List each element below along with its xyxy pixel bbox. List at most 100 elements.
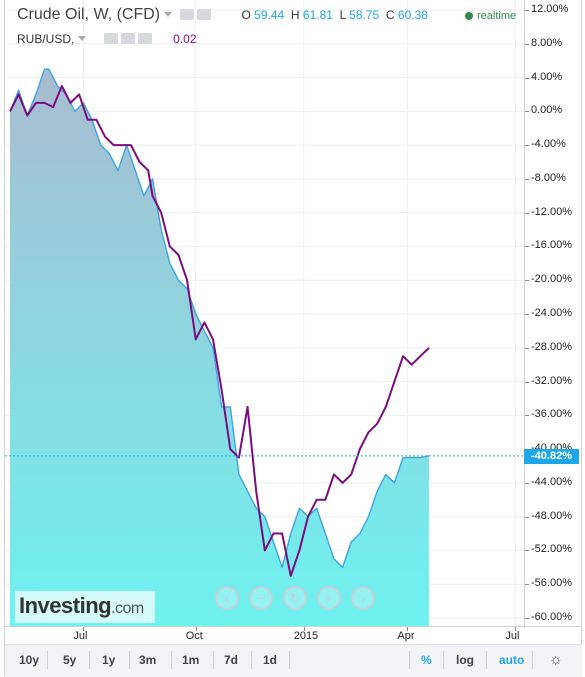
x-tick-label: Oct xyxy=(185,630,203,642)
y-tick-label: -36.00% xyxy=(531,408,572,421)
separator xyxy=(532,651,533,669)
range-7d-button[interactable]: 7d xyxy=(224,653,239,667)
compare-close-icon[interactable] xyxy=(138,33,153,45)
y-tick-mark xyxy=(525,314,529,315)
y-tick-mark xyxy=(525,415,529,417)
separator xyxy=(409,651,410,669)
x-tick-label: Jul xyxy=(73,630,88,642)
investing-logo: Investing.com xyxy=(15,591,155,623)
chart-plot-area[interactable]: Crude Oil, W, (CFD) O 59.44 H 61.81 L 58… xyxy=(5,0,524,627)
separator xyxy=(171,651,172,669)
settings-gear-icon[interactable] xyxy=(196,9,211,21)
y-tick-mark xyxy=(525,550,529,552)
y-tick-label: -32.00% xyxy=(531,374,572,387)
separator xyxy=(443,651,444,669)
scroll-right-button[interactable]: › xyxy=(351,586,375,610)
time-axis[interactable]: Jul Oct 2015 Apr Jul xyxy=(5,626,582,645)
separator xyxy=(213,651,214,669)
ohlc-open: O 59.44 xyxy=(241,8,285,22)
range-1y-button[interactable]: 1y xyxy=(102,653,116,667)
separator xyxy=(47,651,48,669)
compare-settings-icon[interactable] xyxy=(121,33,136,45)
y-tick-label: -56.00% xyxy=(531,577,572,590)
y-tick-mark xyxy=(525,178,529,180)
auto-scale-button[interactable]: auto xyxy=(499,653,525,667)
scroll-left-button[interactable]: ‹ xyxy=(215,586,239,610)
realtime-indicator: realtime xyxy=(465,10,516,22)
compare-value: 0.02 xyxy=(173,32,197,46)
last-value-tag: -40.82% xyxy=(524,449,579,464)
y-tick-label: -16.00% xyxy=(531,239,572,252)
oil-series-line xyxy=(9,68,430,569)
x-tick-label: Jul xyxy=(505,630,520,642)
range-5y-button[interactable]: 5y xyxy=(63,653,77,667)
zoom-out-button[interactable]: − xyxy=(249,586,273,610)
y-tick-label: -12.00% xyxy=(531,205,572,218)
chart-legend: Crude Oil, W, (CFD) O 59.44 H 61.81 L 58… xyxy=(17,6,428,54)
zoom-in-button[interactable]: + xyxy=(317,586,341,610)
separator xyxy=(486,651,487,669)
range-10y-button[interactable]: 10y xyxy=(19,653,40,667)
y-tick-mark xyxy=(525,77,529,79)
percent-scale-button[interactable]: % xyxy=(421,653,432,667)
x-tick-mark xyxy=(303,627,305,631)
visibility-eye-icon[interactable] xyxy=(179,9,194,21)
y-tick-label: 0.00% xyxy=(531,104,563,117)
range-1d-button[interactable]: 1d xyxy=(263,653,278,667)
ohlc-values: O 59.44 H 61.81 L 58.75 C 60.38 xyxy=(241,8,427,22)
reset-button[interactable]: ↻ xyxy=(283,586,307,610)
separator xyxy=(289,651,290,669)
x-tick-label: 2015 xyxy=(293,630,319,642)
y-tick-mark xyxy=(525,516,529,518)
y-tick-mark xyxy=(525,280,529,282)
y-tick-label: -52.00% xyxy=(531,543,572,556)
y-tick-label: 12.00% xyxy=(531,3,569,15)
separator xyxy=(89,651,90,669)
compare-dropdown-icon[interactable] xyxy=(78,36,87,42)
compare-eye-icon[interactable] xyxy=(104,33,119,45)
range-3m-button[interactable]: 3m xyxy=(139,653,157,667)
separator xyxy=(129,651,130,669)
chart-svg[interactable] xyxy=(5,0,524,627)
x-tick-mark xyxy=(195,627,197,631)
y-tick-mark xyxy=(525,482,529,484)
chart-frame xyxy=(4,0,582,676)
rub-series-line xyxy=(9,85,430,577)
separator xyxy=(251,651,252,669)
compare-symbol[interactable]: RUB/USD, xyxy=(17,32,75,46)
x-tick-label: Apr xyxy=(397,630,415,642)
x-tick-mark xyxy=(83,627,85,631)
log-scale-button[interactable]: log xyxy=(456,653,474,667)
y-tick-mark xyxy=(525,347,529,349)
settings-gear-icon[interactable]: ☼ xyxy=(549,651,563,668)
price-axis[interactable]: 12.00% 8.00% 4.00% 0.00% -4.00% -8.00% -12.00%… xyxy=(524,0,583,626)
oil-area-fill xyxy=(10,69,429,627)
y-tick-mark xyxy=(525,246,529,248)
y-tick-label: -20.00% xyxy=(531,273,572,286)
y-tick-mark xyxy=(525,212,529,214)
x-tick-mark xyxy=(515,627,517,631)
y-tick-mark xyxy=(525,111,529,113)
y-tick-mark xyxy=(525,10,529,11)
ohlc-close: C 60.38 xyxy=(385,8,428,22)
y-tick-label: 8.00% xyxy=(531,36,563,49)
symbol-title[interactable]: Crude Oil, W, (CFD) xyxy=(17,6,161,23)
chart-series xyxy=(5,68,524,627)
range-1m-button[interactable]: 1m xyxy=(182,653,200,667)
symbol-dropdown-icon[interactable] xyxy=(164,12,173,18)
y-tick-label: -28.00% xyxy=(531,340,572,353)
y-tick-label: -24.00% xyxy=(531,307,572,319)
y-tick-mark xyxy=(525,584,529,586)
ohlc-low: L 58.75 xyxy=(339,8,380,22)
y-tick-label: -60.00% xyxy=(531,611,572,623)
y-tick-label: -48.00% xyxy=(531,509,572,522)
y-tick-mark xyxy=(525,381,529,383)
y-tick-label: 4.00% xyxy=(531,70,563,83)
chart-toolbar: 10y 5y 1y 3m 1m 7d 1d % log auto ☼ xyxy=(5,644,582,677)
x-tick-mark xyxy=(407,627,409,631)
y-tick-mark xyxy=(525,618,529,619)
realtime-dot-icon xyxy=(465,12,473,20)
ohlc-high: H 61.81 xyxy=(290,8,333,22)
y-tick-label: -44.00% xyxy=(531,475,572,488)
y-tick-label: -8.00% xyxy=(531,171,566,184)
